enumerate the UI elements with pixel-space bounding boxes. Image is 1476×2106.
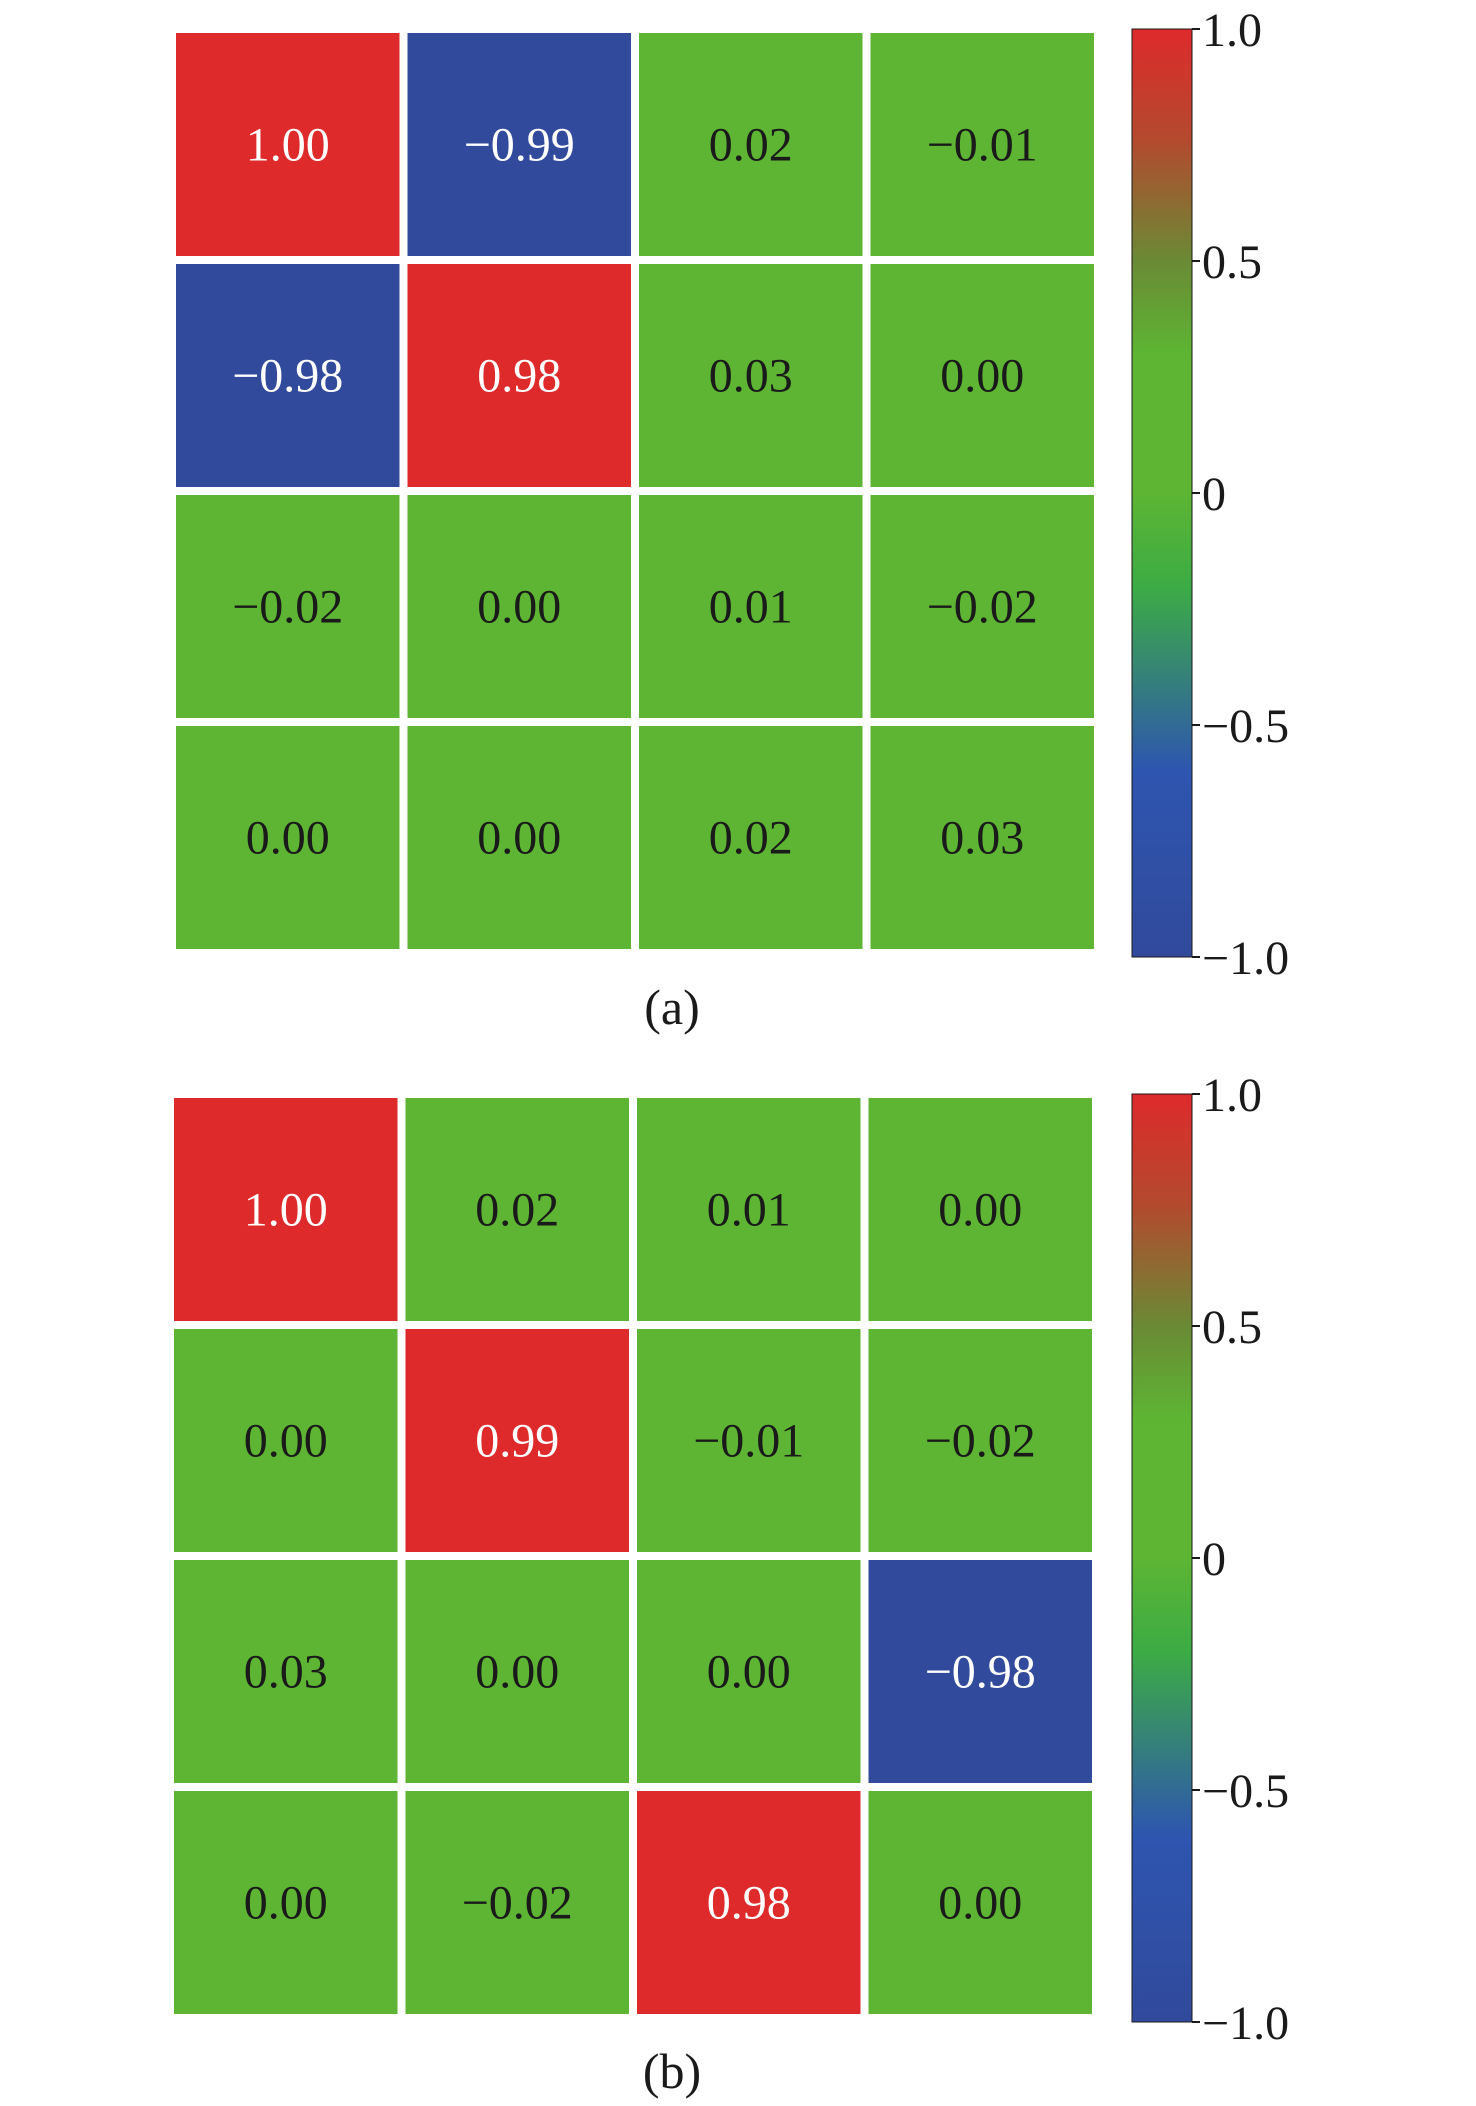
heatmap-a-cell-r2-c4 xyxy=(870,264,1094,487)
heatmap-b-value-label-r4-c1: 0.00 xyxy=(244,1877,328,1930)
colorbar-b: 1.0 0.5 0 −0.5 −1.0 xyxy=(1131,1069,1289,2050)
heatmap-b-value-label-r1-c2: 0.02 xyxy=(475,1184,559,1237)
heatmap-b-cell-r3-c3 xyxy=(637,1560,861,1783)
heatmap-b-value-label-r2-c4: −0.02 xyxy=(925,1415,1036,1468)
heatmap-b-cell-r2-c3 xyxy=(637,1329,861,1552)
heatmap-b-value-label-r4-c2: −0.02 xyxy=(462,1877,573,1930)
heatmap-b-cell-r3-c4 xyxy=(868,1560,1092,1783)
colorbar-a-gradient xyxy=(1131,28,1193,958)
heatmap-b-cell-r3-c2 xyxy=(405,1560,629,1783)
heatmap-b-cell-r4-c2 xyxy=(405,1791,629,2014)
colorbar-b-gradient xyxy=(1131,1093,1193,2023)
heatmap-a-value-label-r2-c4: 0.00 xyxy=(940,350,1024,403)
panel-label-a: (a) xyxy=(644,979,700,1035)
heatmap-a-cells: 1.00 −0.99 0.02 −0.01 −0.98 0.98 0.03 0.00 −0.02… xyxy=(176,33,1094,949)
heatmap-a-value-label-r1-c2: −0.99 xyxy=(464,119,575,172)
heatmap-a-value-label-r1-c4: −0.01 xyxy=(927,119,1038,172)
heatmap-a-value-label-r3-c3: 0.01 xyxy=(709,581,793,634)
heatmap-a-value-label-r3-c1: −0.02 xyxy=(232,581,343,634)
heatmap-a-cell-r1-c1 xyxy=(176,33,400,256)
heatmap-panel-b: 1.00 0.02 0.01 0.000.00 0.99 −0.01 −0.020.03 0.… xyxy=(174,1069,1289,2099)
heatmap-b-value-label-r3-c3: 0.00 xyxy=(707,1646,791,1699)
heatmap-a-value-label-r3-c4: −0.02 xyxy=(927,581,1038,634)
panel-label-b: (b) xyxy=(643,2043,701,2099)
heatmap-a-cell-r1-c3 xyxy=(639,33,863,256)
heatmap-b-cell-r1-c1 xyxy=(174,1098,398,1321)
heatmap-b-cell-r4-c4 xyxy=(868,1791,1092,2014)
heatmap-a-cell-r1-c2 xyxy=(407,33,631,256)
heatmap-b-cell-r1-c4 xyxy=(868,1098,1092,1321)
heatmap-b-value-label-r2-c1: 0.00 xyxy=(244,1415,328,1468)
heatmap-b-cell-r1-c2 xyxy=(405,1098,629,1321)
colorbar-a: 1.0 0.5 0 −0.5 −1.0 xyxy=(1131,4,1289,985)
heatmap-a-cell-r4-c3 xyxy=(639,726,863,949)
heatmap-a-value-label-r4-c2: 0.00 xyxy=(477,812,561,865)
heatmap-panel-a: 1.00 −0.99 0.02 −0.01−0.98 0.98 0.03 0.00−0.02… xyxy=(176,4,1289,1035)
heatmap-a-cell-r1-c4 xyxy=(870,33,1094,256)
heatmap-a-value-label-r4-c3: 0.02 xyxy=(709,812,793,865)
heatmap-a-value-label-r2-c1: −0.98 xyxy=(232,350,343,403)
heatmap-a-value-label-r2-c3: 0.03 xyxy=(709,350,793,403)
heatmap-b-cell-r2-c2 xyxy=(405,1329,629,1552)
heatmap-a-value-label-r1-c3: 0.02 xyxy=(709,119,793,172)
heatmap-a-value-label-r4-c4: 0.03 xyxy=(940,812,1024,865)
heatmap-a-cell-r4-c1 xyxy=(176,726,400,949)
colorbar-a-tick-label-1: 1.0 xyxy=(1202,4,1262,57)
heatmap-b-value-label-r3-c4: −0.98 xyxy=(925,1646,1036,1699)
heatmap-b-cell-r1-c3 xyxy=(637,1098,861,1321)
heatmap-b-cell-r4-c3 xyxy=(637,1791,861,2014)
heatmap-b-cell-r2-c4 xyxy=(868,1329,1092,1552)
heatmap-a-value-label-r3-c2: 0.00 xyxy=(477,581,561,634)
heatmap-a-value-label-r2-c2: 0.98 xyxy=(477,350,561,403)
heatmap-a-cell-r4-c4 xyxy=(870,726,1094,949)
heatmap-b-value-label-r1-c4: 0.00 xyxy=(938,1184,1022,1237)
colorbar-a-tick-label-5: −1.0 xyxy=(1202,932,1289,985)
heatmap-b-value-label-r2-c3: −0.01 xyxy=(693,1415,804,1468)
heatmap-a-cell-r3-c4 xyxy=(870,495,1094,718)
heatmap-b-value-label-r4-c4: 0.00 xyxy=(938,1877,1022,1930)
heatmap-b-value-label-r2-c2: 0.99 xyxy=(475,1415,559,1468)
heatmap-a-cell-r3-c2 xyxy=(407,495,631,718)
heatmap-b-cell-r4-c1 xyxy=(174,1791,398,2014)
heatmap-a-value-label-r1-c1: 1.00 xyxy=(246,119,330,172)
heatmap-a-cell-r3-c1 xyxy=(176,495,400,718)
heatmap-a-cell-r4-c2 xyxy=(407,726,631,949)
colorbar-b-tick-label-5: −1.0 xyxy=(1202,1997,1289,2050)
colorbar-a-tick-label-3: 0 xyxy=(1202,468,1226,521)
heatmap-b-value-label-r1-c3: 0.01 xyxy=(707,1184,791,1237)
colorbar-a-tick-label-4: −0.5 xyxy=(1202,700,1289,753)
heatmap-b-value-label-r3-c1: 0.03 xyxy=(244,1646,328,1699)
colorbar-a-tick-label-2: 0.5 xyxy=(1202,236,1262,289)
heatmap-b-value-label-r4-c3: 0.98 xyxy=(707,1877,791,1930)
colorbar-b-tick-label-2: 0.5 xyxy=(1202,1301,1262,1354)
heatmap-b-cell-r3-c1 xyxy=(174,1560,398,1783)
colorbar-b-tick-label-4: −0.5 xyxy=(1202,1765,1289,1818)
colorbar-b-tick-label-1: 1.0 xyxy=(1202,1069,1262,1122)
colorbar-b-tick-label-3: 0 xyxy=(1202,1533,1226,1586)
heatmap-a-cell-r2-c1 xyxy=(176,264,400,487)
heatmap-a-cell-r3-c3 xyxy=(639,495,863,718)
heatmap-a-cell-r2-c3 xyxy=(639,264,863,487)
heatmap-a-cell-r2-c2 xyxy=(407,264,631,487)
heatmap-b-cells: 1.00 0.02 0.01 0.00 0.00 0.99 −0.01 −0.02 0.03 0.… xyxy=(174,1098,1092,2014)
heatmap-a-value-label-r4-c1: 0.00 xyxy=(246,812,330,865)
heatmap-b-value-label-r3-c2: 0.00 xyxy=(475,1646,559,1699)
heatmap-b-value-label-r1-c1: 1.00 xyxy=(244,1184,328,1237)
heatmap-b-cell-r2-c1 xyxy=(174,1329,398,1552)
